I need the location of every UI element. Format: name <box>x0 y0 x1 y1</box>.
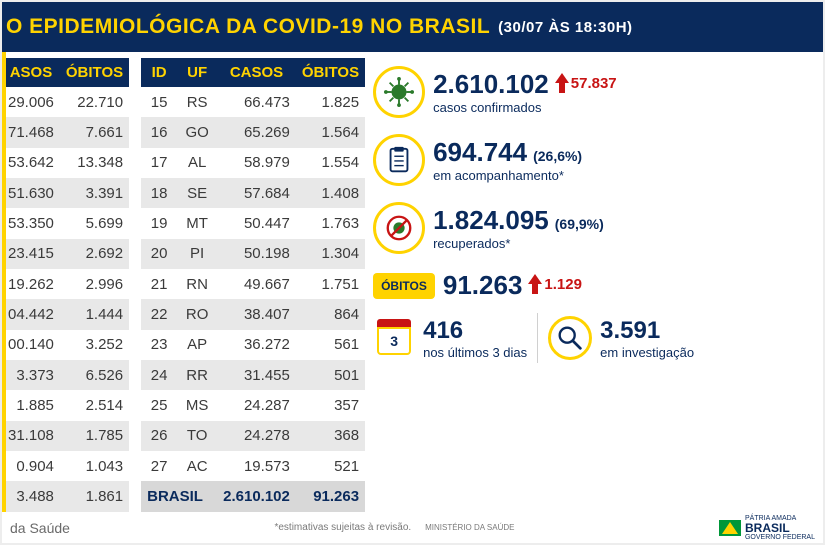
recovered-value: 1.824.095 <box>433 205 549 236</box>
table-row: 53.3505.699 <box>2 208 129 238</box>
flag-icon <box>719 520 741 536</box>
data-tables: ASOSÓBITOS 29.00622.71071.4687.66153.642… <box>2 52 365 512</box>
table-row: 51.6303.391 <box>2 178 129 208</box>
monitoring-value: 694.744 <box>433 137 527 168</box>
stat-confirmed: 2.610.102 57.837 casos confirmados <box>373 62 817 122</box>
table-row: 53.64213.348 <box>2 148 129 178</box>
confirmed-value: 2.610.102 <box>433 69 549 100</box>
header-timestamp: (30/07 ÀS 18:30H) <box>498 19 632 36</box>
last3-value: 416 <box>423 317 463 345</box>
accent-bar <box>2 52 6 512</box>
table-row: 16GO65.2691.564 <box>141 117 365 147</box>
footer-ministry: MINISTÉRIO DA SAÚDE <box>425 523 514 532</box>
footer-source: da Saúde <box>10 520 70 536</box>
footer: da Saúde *estimativas sujeitas à revisão… <box>2 512 823 543</box>
table-total-row: BRASIL2.610.10291.263 <box>141 481 365 512</box>
table-row: 15RS66.4731.825 <box>141 87 365 117</box>
confirmed-delta: 57.837 <box>555 73 617 93</box>
stats-panel: 2.610.102 57.837 casos confirmados <box>365 52 823 512</box>
table-row: 00.1403.252 <box>2 330 129 360</box>
stat-deaths: ÓBITOS 91.263 1.129 <box>373 266 817 305</box>
table-row: 18SE57.6841.408 <box>141 178 365 208</box>
magnifier-icon <box>548 316 592 360</box>
deaths-delta: 1.129 <box>528 274 582 294</box>
deaths-value: 91.263 <box>443 270 523 301</box>
table-row: 23AP36.272561 <box>141 330 365 360</box>
report-header: O EPIDEMIOLÓGICA DA COVID-19 NO BRASIL (… <box>2 2 823 52</box>
table-row: 31.1081.785 <box>2 421 129 451</box>
table-row: 17AL58.9791.554 <box>141 148 365 178</box>
table-row: 71.4687.661 <box>2 117 129 147</box>
table-header: UF <box>177 58 217 87</box>
table-row: 25MS24.287357 <box>141 390 365 420</box>
recovered-label: recuperados* <box>433 236 817 251</box>
table-right: IDUFCASOSÓBITOS 15RS66.4731.82516GO65.26… <box>141 58 365 512</box>
table-left: ASOSÓBITOS 29.00622.71071.4687.66153.642… <box>2 58 129 512</box>
clipboard-icon <box>373 134 425 186</box>
table-row: 27AC19.573521 <box>141 451 365 481</box>
divider <box>537 313 538 363</box>
investigation-label: em investigação <box>600 345 694 360</box>
table-row: 20PI50.1981.304 <box>141 239 365 269</box>
table-row: 3.3736.526 <box>2 360 129 390</box>
confirmed-label: casos confirmados <box>433 100 817 115</box>
table-row: 26TO24.278368 <box>141 421 365 451</box>
recovered-pct: (69,9%) <box>555 216 604 232</box>
table-row: 24RR31.455501 <box>141 360 365 390</box>
calendar-icon: 3 <box>373 317 415 359</box>
table-row: 0.9041.043 <box>2 451 129 481</box>
header-title: O EPIDEMIOLÓGICA DA COVID-19 NO BRASIL <box>6 15 490 39</box>
table-row: 23.4152.692 <box>2 239 129 269</box>
stat-dual-row: 3 416 nos últimos 3 dias 3.591 <box>373 313 817 363</box>
footer-note: *estimativas sujeitas à revisão. <box>274 522 411 533</box>
table-row: 29.00622.710 <box>2 87 129 117</box>
table-header: ID <box>141 58 177 87</box>
monitoring-label: em acompanhamento* <box>433 168 817 183</box>
table-row: 19MT50.4471.763 <box>141 208 365 238</box>
table-header: ÓBITOS <box>296 58 365 87</box>
brasil-logo: PÁTRIA AMADA BRASIL GOVERNO FEDERAL <box>719 515 815 541</box>
table-row: 22RO38.407864 <box>141 299 365 329</box>
virus-icon <box>373 66 425 118</box>
deaths-badge: ÓBITOS <box>373 273 435 299</box>
table-header: ÓBITOS <box>60 58 129 87</box>
table-row: 19.2622.996 <box>2 269 129 299</box>
stat-monitoring: 694.744 (26,6%) em acompanhamento* <box>373 130 817 190</box>
table-row: 1.8852.514 <box>2 390 129 420</box>
monitoring-pct: (26,6%) <box>533 148 582 164</box>
table-row: 04.4421.444 <box>2 299 129 329</box>
table-header: CASOS <box>217 58 296 87</box>
table-row: 21RN49.6671.751 <box>141 269 365 299</box>
no-virus-icon <box>373 202 425 254</box>
investigation-value: 3.591 <box>600 317 660 345</box>
stat-recovered: 1.824.095 (69,9%) recuperados* <box>373 198 817 258</box>
stat-last3: 3 416 nos últimos 3 dias <box>373 317 527 360</box>
table-row: 3.4881.861 <box>2 481 129 512</box>
stat-investigation: 3.591 em investigação <box>548 316 694 360</box>
table-header: ASOS <box>2 58 60 87</box>
last3-label: nos últimos 3 dias <box>423 345 527 360</box>
